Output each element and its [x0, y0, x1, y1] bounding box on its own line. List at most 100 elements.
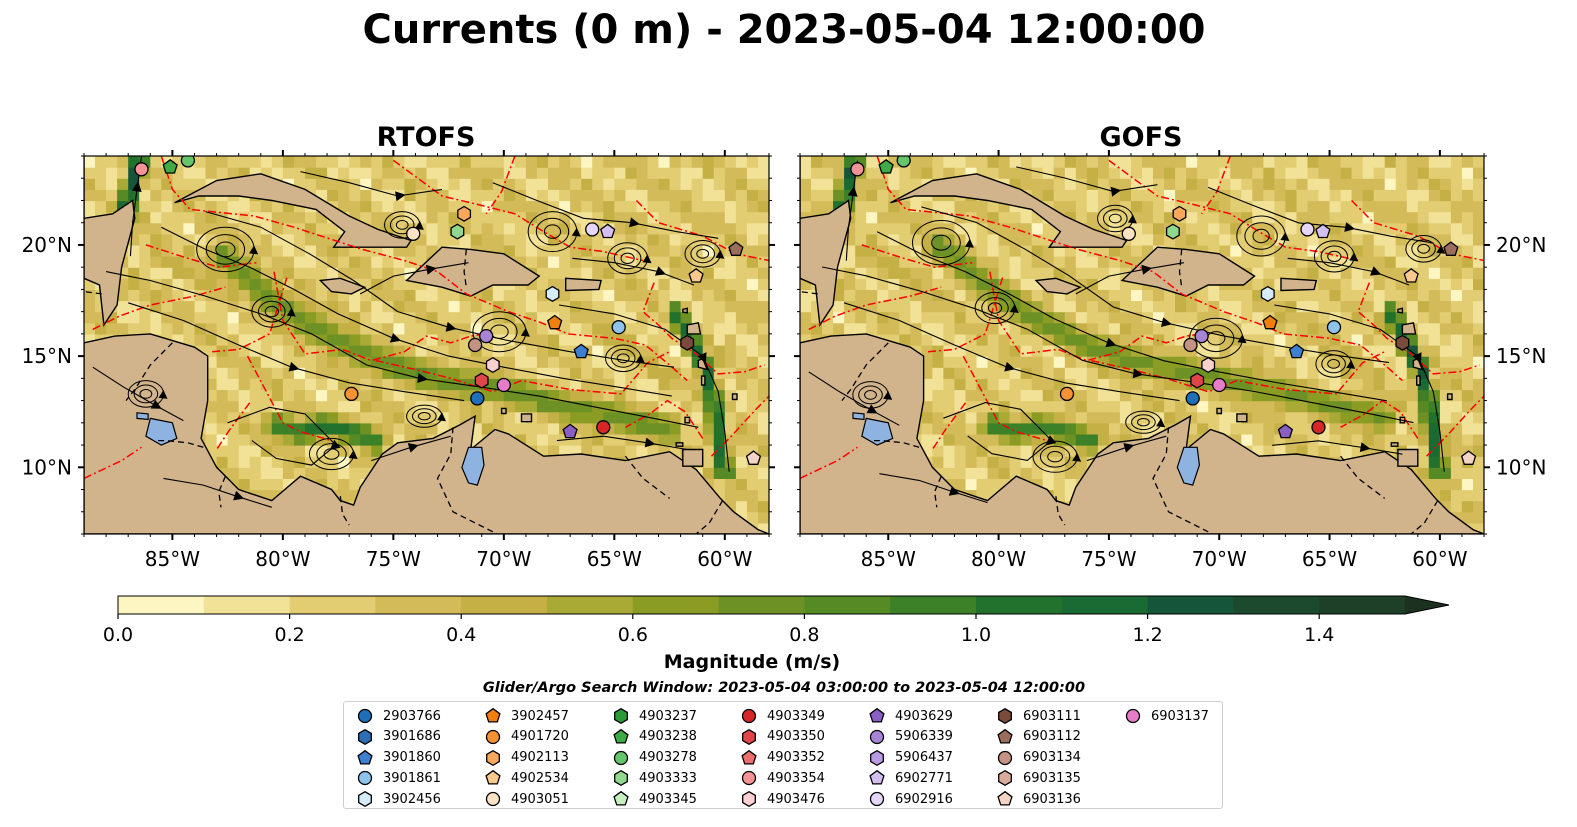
speed-cell: [735, 167, 748, 179]
speed-cell: [415, 411, 428, 424]
speed-cell: [1097, 200, 1110, 213]
speed-cell: [404, 345, 416, 357]
legend-item-6903111: 6903111: [996, 706, 1081, 726]
speed-cell: [194, 256, 207, 268]
eddy-streamline: [1047, 451, 1063, 463]
speed-cell: [910, 200, 922, 213]
speed-cell: [1439, 189, 1452, 202]
speed-cell: [514, 367, 527, 379]
speed-cell: [998, 456, 1011, 468]
speed-cell: [1373, 200, 1386, 213]
speed-cell: [1450, 167, 1463, 179]
speed-cell: [1263, 400, 1275, 413]
speed-cell: [271, 322, 284, 335]
speed-cell: [1042, 445, 1055, 457]
speed-cell: [1208, 167, 1220, 179]
speed-cell: [183, 289, 195, 302]
legend-marker-circle: [997, 750, 1013, 765]
land: [800, 156, 852, 327]
speed-cell: [1417, 389, 1430, 402]
speed-cell: [1064, 311, 1077, 324]
speed-cell: [349, 445, 361, 457]
speed-cell: [1064, 289, 1077, 302]
speed-cell: [758, 478, 769, 491]
speed-cell: [976, 233, 989, 246]
speed-cell: [338, 378, 350, 391]
speed-cell: [382, 389, 394, 402]
speed-cell: [183, 244, 195, 257]
speed-cell: [855, 233, 867, 246]
speed-cell: [327, 156, 339, 168]
speed-cell: [1362, 445, 1375, 457]
speed-cell: [1031, 267, 1044, 279]
speed-cell: [382, 433, 394, 446]
x-tick-label: 75°W: [1081, 547, 1136, 571]
speed-cell: [360, 433, 372, 446]
speed-cell: [172, 322, 184, 335]
speed-cell: [349, 256, 361, 268]
speed-cell: [305, 244, 317, 257]
speed-cell: [943, 311, 955, 324]
speed-cell: [1064, 200, 1077, 213]
speed-cell: [921, 311, 933, 324]
speed-cell: [1318, 356, 1331, 368]
speed-cell: [1351, 433, 1364, 446]
float-6903134: [1183, 337, 1198, 353]
speed-cell: [227, 333, 240, 346]
speed-cell: [84, 300, 96, 313]
speed-cell: [1439, 167, 1452, 179]
speed-cell: [1186, 289, 1198, 302]
speed-cell: [216, 389, 229, 402]
speed-cell: [603, 178, 615, 190]
speed-cell: [1108, 378, 1121, 391]
speed-cell: [393, 322, 405, 335]
speed-cell: [1042, 400, 1055, 413]
speed-cell: [976, 256, 989, 268]
speed-cell: [338, 311, 350, 324]
speed-cell: [1417, 278, 1430, 290]
speed-cell: [758, 222, 769, 235]
speed-cell: [481, 289, 494, 302]
speed-cell: [371, 211, 383, 224]
speed-cell: [965, 244, 978, 257]
speed-cell: [1064, 256, 1077, 268]
speed-cell: [713, 467, 726, 479]
speed-cell: [216, 400, 229, 413]
speed-cell: [282, 456, 295, 468]
speed-cell: [1175, 222, 1187, 235]
speed-cell: [139, 244, 151, 257]
speed-cell: [271, 267, 284, 279]
speed-cell: [514, 378, 527, 391]
eddy-streamline: [316, 443, 347, 465]
speed-cell: [987, 478, 1000, 491]
speed-cell: [1351, 300, 1364, 313]
speed-cell: [1252, 244, 1264, 257]
speed-cell: [833, 267, 845, 279]
speed-cell: [592, 156, 604, 168]
speed-cell: [592, 356, 604, 368]
speed-cell: [998, 356, 1011, 368]
speed-cell: [658, 311, 671, 324]
speed-cell: [1131, 244, 1143, 257]
speed-cell: [338, 156, 350, 168]
speed-cell: [271, 411, 284, 424]
speed-cell: [183, 333, 195, 346]
speed-cell: [360, 367, 372, 379]
speed-cell: [1075, 422, 1088, 435]
speed-cell: [260, 467, 273, 479]
speed-cell: [172, 167, 184, 179]
speed-cell: [932, 456, 944, 468]
speed-cell: [1042, 289, 1055, 302]
speed-cell: [758, 367, 769, 379]
colorbar-outline: [117, 595, 1450, 615]
speed-cell: [713, 333, 726, 346]
speed-cell: [636, 167, 648, 179]
speed-cell: [1031, 278, 1044, 290]
speed-cell: [614, 256, 626, 268]
speed-cell: [746, 422, 759, 435]
legend-marker-icon: [485, 770, 501, 785]
float-3902456: [1260, 285, 1275, 302]
country-border: [463, 249, 467, 288]
speed-cell: [758, 467, 769, 479]
speed-cell: [172, 233, 184, 246]
